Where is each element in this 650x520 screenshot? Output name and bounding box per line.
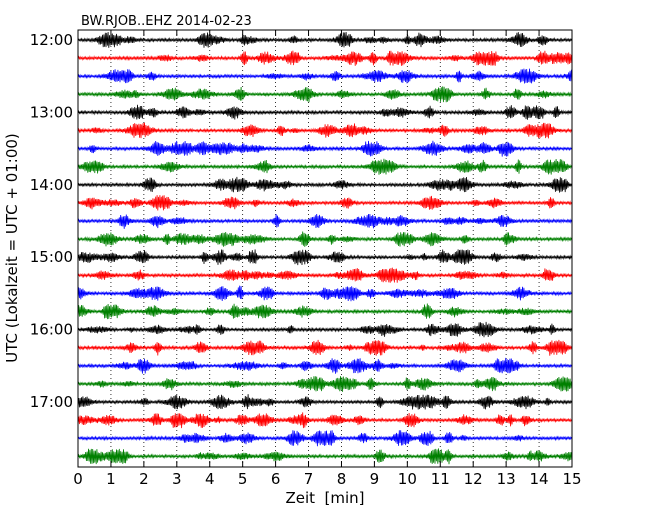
x-tick-label: 9 — [370, 470, 380, 488]
seismic-trace — [77, 412, 572, 429]
x-tick-label: 13 — [497, 470, 516, 488]
seismic-trace — [77, 303, 572, 320]
seismic-trace — [77, 430, 572, 447]
seismic-trace — [77, 122, 572, 139]
y-tick-label: 12:00 — [30, 31, 73, 49]
y-tick-label: 16:00 — [30, 321, 73, 339]
x-tick-label: 10 — [398, 470, 417, 488]
seismic-trace — [77, 321, 572, 338]
x-tick-label: 8 — [337, 470, 347, 488]
x-tick-label: 2 — [139, 470, 149, 488]
seismic-trace — [77, 267, 572, 283]
x-tick-label: 5 — [238, 470, 248, 488]
seismic-trace — [77, 213, 572, 229]
x-tick-label: 14 — [530, 470, 549, 488]
y-tick-label: 17:00 — [30, 393, 73, 411]
y-tick-label: 13:00 — [30, 103, 73, 121]
seismic-trace — [77, 50, 572, 66]
seismic-trace — [77, 285, 572, 302]
seismic-trace — [77, 86, 572, 103]
x-axis-label: Zeit [min] — [285, 489, 364, 507]
seismic-trace — [77, 376, 572, 392]
seismic-trace — [77, 249, 572, 266]
seismic-trace — [77, 158, 572, 175]
seismic-trace — [77, 176, 572, 193]
plot-frame — [77, 29, 573, 468]
seismic-trace — [77, 140, 572, 157]
y-axis-label: UTC (Lokalzeit = UTC + 01:00) — [3, 133, 21, 363]
x-tick-label: 0 — [73, 470, 83, 488]
tick-layer: 0 1 2 3 4 5 6 7 8 9 10 11 12 13 14 1512:0013:0014:0015:… — [30, 30, 582, 488]
x-tick-label: 7 — [304, 470, 314, 488]
trace-layer — [77, 32, 572, 465]
x-tick-label: 1 — [106, 470, 116, 488]
seismic-trace — [77, 394, 572, 410]
grid-layer — [110, 30, 540, 467]
x-tick-label: 15 — [562, 470, 581, 488]
x-tick-label: 3 — [172, 470, 182, 488]
seismic-trace — [77, 448, 572, 465]
seismic-trace — [77, 357, 572, 374]
seismic-trace — [77, 104, 572, 120]
seismic-trace — [77, 339, 572, 356]
y-tick-label: 14:00 — [30, 176, 73, 194]
seismic-trace — [77, 32, 572, 48]
x-tick-label: 4 — [205, 470, 215, 488]
seismic-trace — [77, 68, 572, 84]
chart-title: BW.RJOB..EHZ 2014-02-23 — [81, 14, 252, 29]
x-tick-label: 6 — [271, 470, 281, 488]
y-tick-label: 15:00 — [30, 248, 73, 266]
seismic-trace — [77, 231, 572, 247]
x-tick-label: 12 — [464, 470, 483, 488]
seismic-trace — [77, 195, 572, 211]
x-tick-label: 11 — [431, 470, 450, 488]
